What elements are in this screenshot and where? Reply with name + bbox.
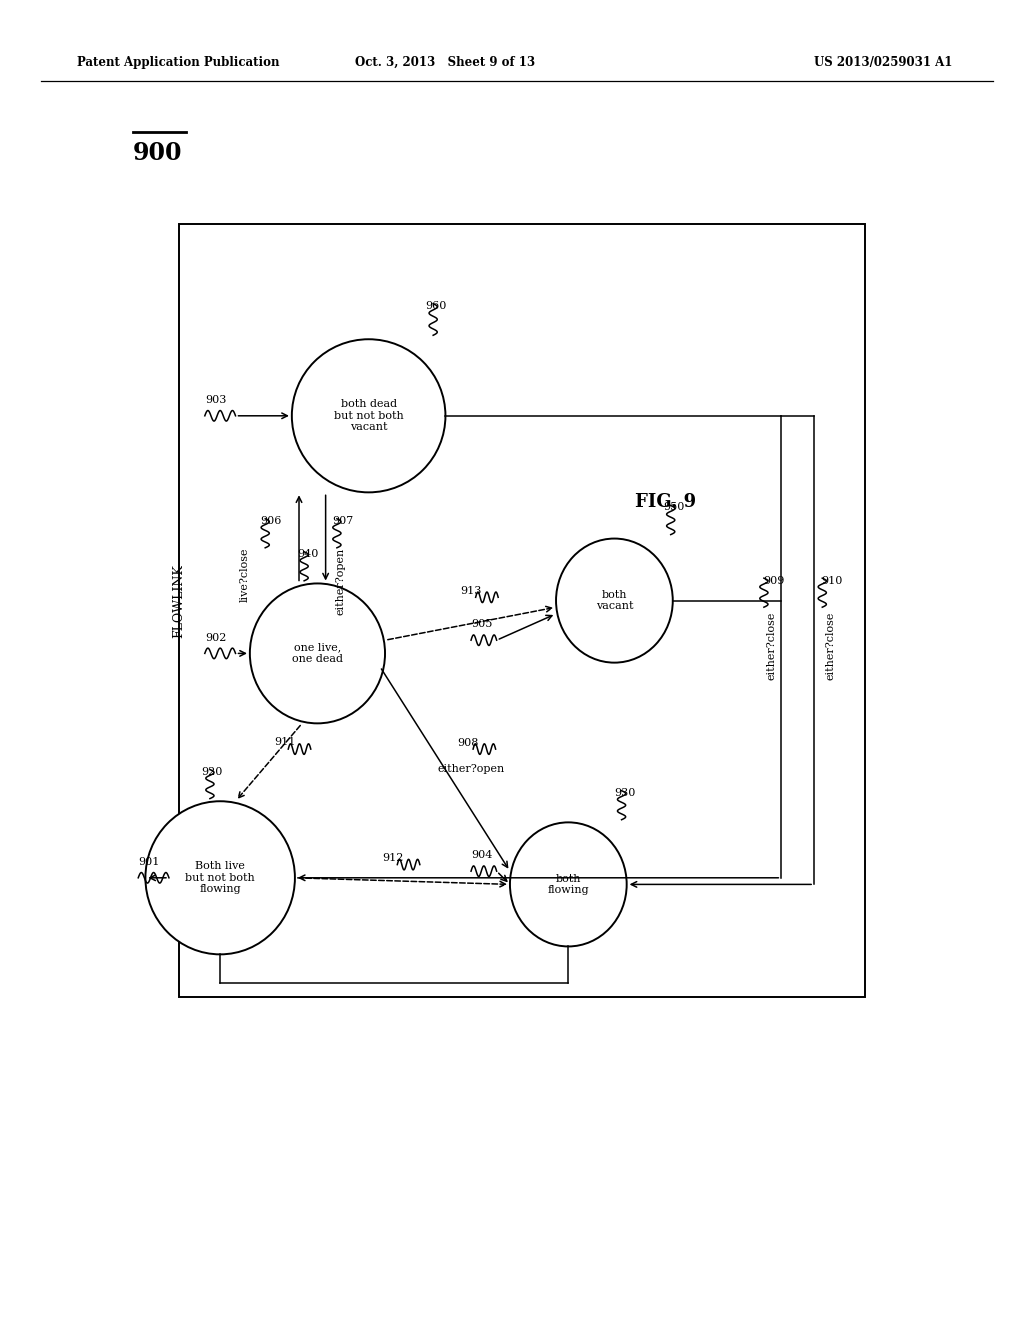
Ellipse shape [250,583,385,723]
Text: 900: 900 [133,141,182,165]
Text: live?close: live?close [240,548,250,602]
Text: 913: 913 [460,586,481,595]
Text: either?close: either?close [825,611,836,680]
Text: both
flowing: both flowing [548,874,589,895]
Text: either?open: either?open [336,548,346,615]
Text: Both live
but not both
flowing: Both live but not both flowing [185,861,255,895]
Text: 905: 905 [471,619,493,630]
Bar [179,224,865,997]
Text: both
vacant: both vacant [596,590,633,611]
Text: 911: 911 [274,738,295,747]
Text: FLOWLINK: FLOWLINK [173,564,185,638]
Text: Patent Application Publication: Patent Application Publication [77,55,280,69]
Text: 906: 906 [260,516,282,527]
Text: 901: 901 [138,857,160,867]
Text: 910: 910 [821,576,843,586]
Text: either?close: either?close [767,611,777,680]
Ellipse shape [145,801,295,954]
Text: Oct. 3, 2013   Sheet 9 of 13: Oct. 3, 2013 Sheet 9 of 13 [355,55,536,69]
Text: one live,
one dead: one live, one dead [292,643,343,664]
Text: US 2013/0259031 A1: US 2013/0259031 A1 [814,55,952,69]
Text: 960: 960 [425,301,446,312]
Text: 903: 903 [205,395,226,405]
Text: 909: 909 [763,576,784,586]
Text: 912: 912 [382,853,403,863]
Ellipse shape [556,539,673,663]
Text: 902: 902 [205,632,226,643]
Text: 907: 907 [332,516,353,527]
Text: 920: 920 [202,767,223,777]
Text: 904: 904 [471,850,493,861]
Ellipse shape [292,339,445,492]
Text: 930: 930 [614,788,636,799]
Text: either?open: either?open [437,764,505,774]
Text: 940: 940 [297,549,318,560]
Text: 950: 950 [664,502,685,512]
Text: both dead
but not both
vacant: both dead but not both vacant [334,399,403,433]
Text: 908: 908 [458,738,479,747]
Text: FIG. 9: FIG. 9 [635,492,696,511]
Ellipse shape [510,822,627,946]
